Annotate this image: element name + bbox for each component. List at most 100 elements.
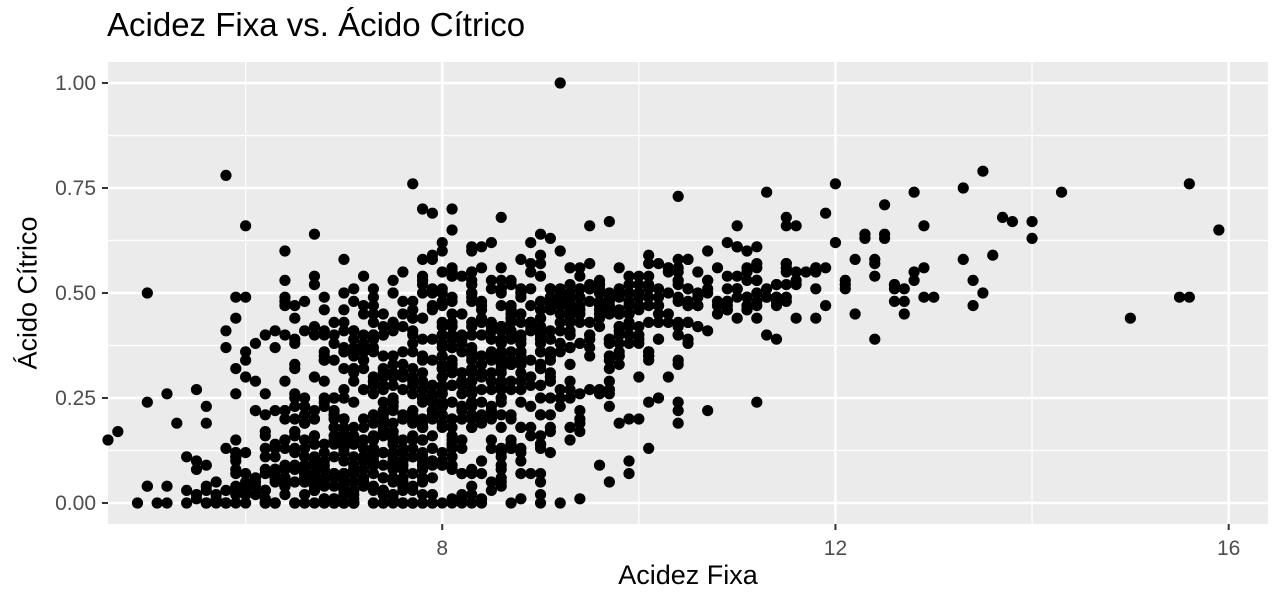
data-point — [279, 291, 291, 303]
data-point — [446, 396, 458, 408]
data-point — [289, 337, 301, 349]
x-tick-label: 16 — [1217, 537, 1240, 560]
data-point — [780, 220, 792, 232]
data-point — [485, 367, 497, 379]
data-point — [289, 463, 301, 475]
data-point — [682, 283, 694, 295]
data-point — [515, 455, 527, 467]
data-point — [918, 220, 930, 232]
data-point — [397, 266, 409, 278]
data-point — [780, 279, 792, 291]
data-point — [151, 497, 163, 509]
data-point — [318, 291, 330, 303]
data-point — [416, 312, 429, 324]
data-point — [269, 405, 281, 417]
data-point — [643, 316, 655, 328]
data-point — [279, 274, 291, 286]
data-point — [289, 476, 301, 488]
data-point — [299, 442, 311, 454]
data-point — [475, 358, 488, 370]
data-point — [554, 245, 566, 257]
data-point — [200, 400, 212, 412]
data-point — [328, 468, 340, 480]
data-point — [534, 476, 547, 488]
data-point — [240, 354, 252, 366]
data-point — [829, 237, 842, 249]
data-point — [308, 468, 321, 480]
data-point — [259, 388, 271, 400]
data-point — [475, 384, 488, 396]
data-point — [348, 451, 360, 463]
data-point — [446, 291, 458, 303]
data-point — [564, 421, 576, 433]
data-point — [1173, 291, 1186, 303]
data-point — [269, 463, 281, 475]
data-point — [446, 367, 458, 379]
data-point — [682, 253, 694, 265]
data-point — [603, 291, 615, 303]
data-point — [407, 497, 419, 509]
data-point — [761, 186, 773, 198]
data-point — [387, 463, 399, 475]
data-point — [269, 442, 281, 454]
data-point — [908, 274, 920, 286]
data-point — [554, 392, 566, 404]
data-point — [407, 442, 419, 454]
data-point — [613, 325, 625, 337]
data-point — [357, 384, 370, 396]
data-point — [318, 304, 330, 316]
data-point — [367, 468, 380, 480]
data-point — [466, 497, 478, 509]
data-point — [279, 463, 291, 475]
data-point — [348, 367, 360, 379]
data-point — [584, 333, 596, 345]
y-tick-label: 0.50 — [55, 282, 96, 305]
data-point — [299, 489, 311, 501]
data-point — [564, 262, 576, 274]
data-point — [859, 228, 871, 240]
data-point — [525, 371, 537, 383]
data-point — [731, 283, 743, 295]
data-point — [633, 270, 645, 282]
data-point — [761, 329, 773, 341]
data-point — [790, 279, 802, 291]
data-point — [584, 220, 596, 232]
data-point — [485, 333, 497, 345]
data-point — [407, 178, 419, 190]
data-point — [220, 342, 232, 354]
data-point — [525, 468, 537, 480]
data-point — [407, 484, 419, 496]
data-point — [348, 295, 360, 307]
data-point — [367, 447, 380, 459]
data-point — [987, 249, 999, 261]
data-point — [407, 325, 419, 337]
data-point — [652, 300, 665, 312]
data-point — [279, 405, 291, 417]
data-point — [574, 262, 586, 274]
data-point — [475, 262, 488, 274]
data-point — [387, 274, 399, 286]
data-point — [623, 468, 635, 480]
data-point — [367, 379, 380, 391]
data-point — [357, 451, 370, 463]
data-point — [407, 371, 419, 383]
data-point — [652, 283, 665, 295]
data-point — [357, 300, 370, 312]
data-point — [1006, 216, 1019, 228]
data-point — [495, 354, 507, 366]
data-point — [593, 312, 606, 324]
data-point — [505, 413, 517, 425]
data-point — [505, 375, 517, 387]
y-tick-label: 0.00 — [55, 492, 96, 515]
data-point — [741, 300, 753, 312]
data-point — [505, 316, 517, 328]
data-point — [377, 379, 389, 391]
data-point — [318, 463, 330, 475]
data-point — [534, 295, 547, 307]
data-point — [652, 258, 665, 270]
data-point — [397, 308, 409, 320]
data-point — [593, 304, 606, 316]
data-point — [436, 388, 448, 400]
data-point — [898, 295, 910, 307]
